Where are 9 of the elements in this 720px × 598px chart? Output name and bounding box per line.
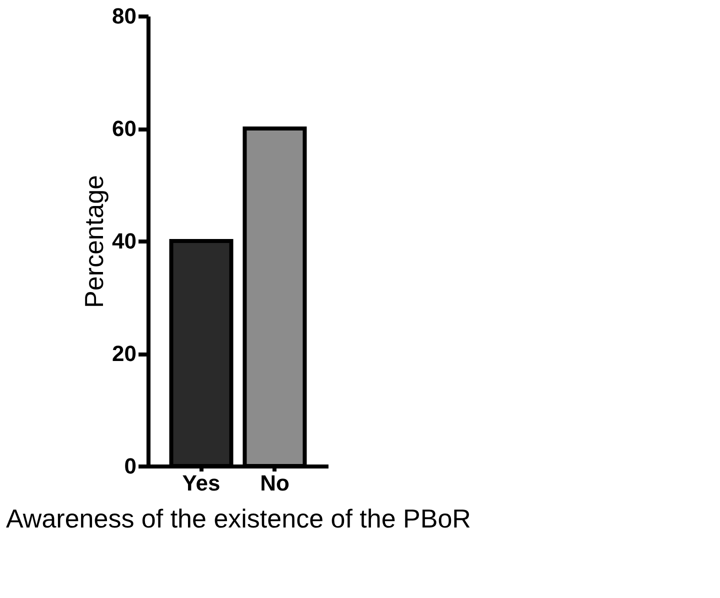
x-tick-label: No [260, 470, 290, 496]
y-tick-label: 0 [124, 454, 136, 478]
x-axis-title: Awareness of the existence of the PBoR [6, 504, 471, 534]
x-tick-label: Yes [182, 470, 220, 496]
y-axis-title: Percentage [79, 175, 110, 308]
y-tick-label: 20 [112, 341, 136, 366]
y-tick-label: 40 [112, 228, 136, 254]
y-tick-label: 60 [112, 116, 136, 141]
y-tick-label: 80 [112, 4, 136, 28]
